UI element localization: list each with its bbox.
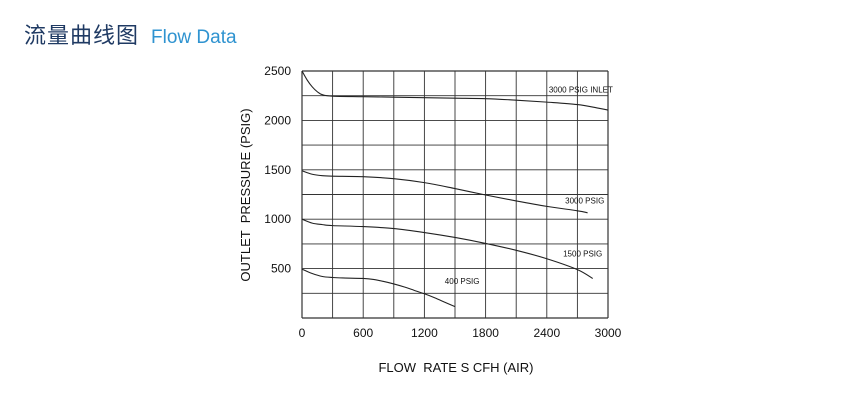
page-title-chinese: 流量曲线图 [24, 24, 140, 49]
x-tick-label: 0 [299, 326, 306, 340]
x-axis-label: FLOW RATE S CFH (AIR) [378, 360, 533, 375]
series-line [301, 268, 456, 308]
x-tick-label: 600 [353, 326, 373, 340]
series-line [301, 70, 609, 111]
page-title-english: Flow Data [151, 27, 237, 48]
x-tick-label: 1800 [472, 326, 499, 340]
series-label: 400 PSIG [445, 277, 480, 286]
x-tick-label: 3000 [595, 326, 622, 340]
chart-curves [301, 70, 609, 308]
chart-ticks: 0 600 1200 1800 2400 3000 500 1000 1500 2000 2500 [264, 64, 621, 340]
chart-series-labels: 3000 PSIG INLET 3000 PSIG 1500 PSIG 400 PSI… [445, 86, 613, 286]
y-tick-label: 500 [271, 262, 291, 276]
y-tick-label: 2500 [264, 64, 291, 78]
series-label: 3000 PSIG INLET [549, 86, 613, 95]
y-axis-label: OUTLET PRESSURE (PSIG) [238, 108, 253, 281]
page-header: 流量曲线图 Flow Data [24, 18, 237, 49]
x-tick-label: 1200 [411, 326, 438, 340]
y-tick-label: 1500 [264, 163, 291, 177]
series-line [301, 170, 588, 214]
series-label: 1500 PSIG [563, 249, 602, 258]
y-tick-label: 1000 [264, 212, 291, 226]
series-label: 3000 PSIG [565, 196, 604, 205]
series-line [301, 218, 593, 279]
y-tick-label: 2000 [264, 113, 291, 127]
x-tick-label: 2400 [533, 326, 560, 340]
